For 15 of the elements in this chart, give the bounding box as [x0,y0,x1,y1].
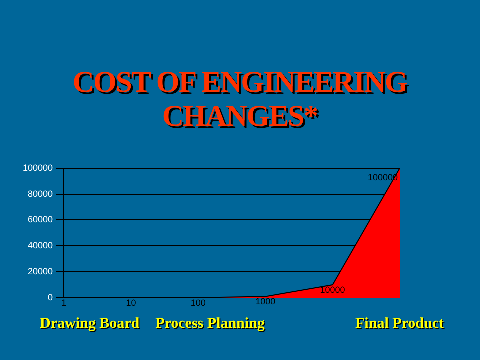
y-tick-label: 60000 [28,214,54,225]
y-tick-label: 20000 [28,266,54,277]
data-label: 100 [190,298,206,308]
data-label: 10 [126,298,136,308]
data-label: 1000 [256,296,276,307]
data-label: 1 [62,298,67,308]
y-tick-label: 100000 [22,162,54,173]
text: Final Product [356,316,444,333]
y-tick-label: 80000 [28,188,54,199]
y-tick-label: 0 [48,292,54,302]
text: Process Planning [156,316,265,333]
y-tick-label: 40000 [28,240,54,251]
chart-title: COST OF ENGINEERING CHANGES* [72,66,408,134]
text: Drawing Board [40,316,140,333]
data-label: 10000 [320,285,346,296]
